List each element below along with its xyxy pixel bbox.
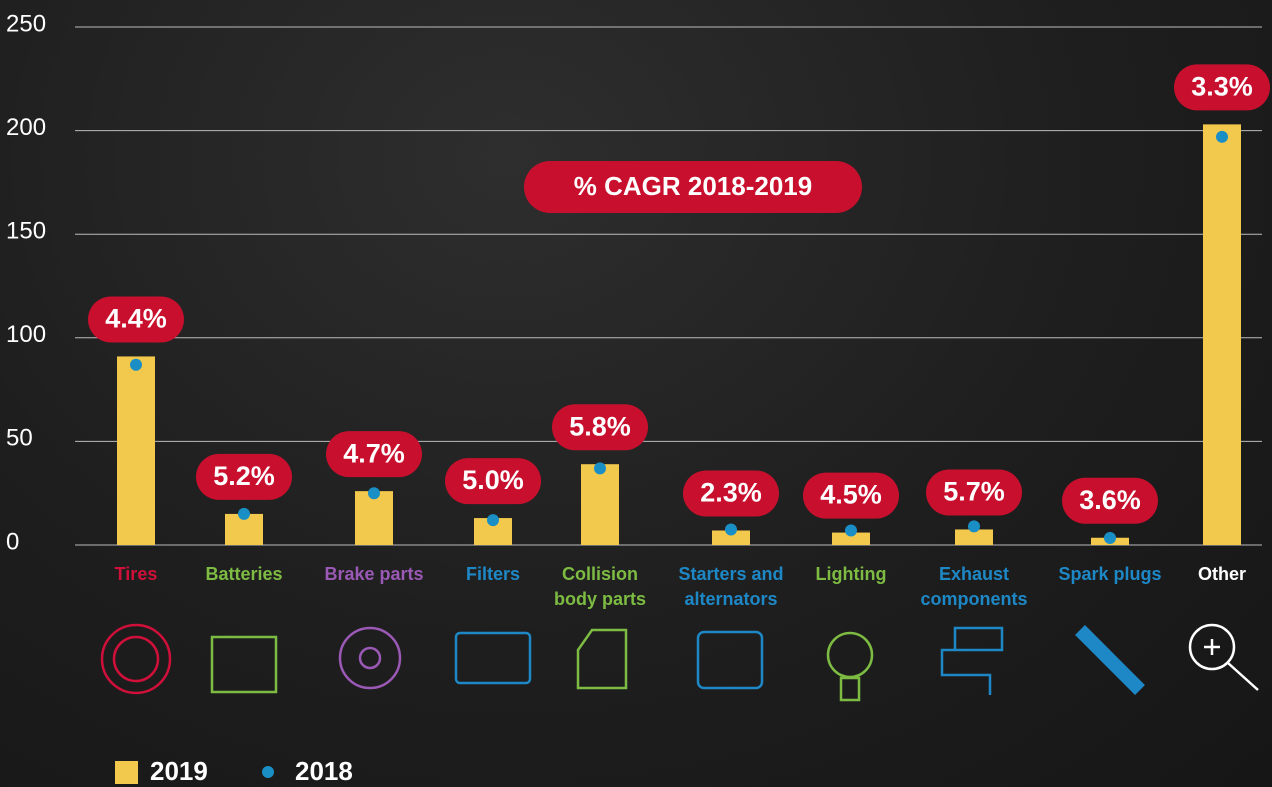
icon-other bbox=[1204, 639, 1258, 690]
cagr-label: 4.5% bbox=[820, 480, 882, 510]
y-tick-label: 0 bbox=[6, 528, 19, 555]
cagr-label: 5.2% bbox=[213, 461, 275, 491]
x-tick-label: Batteries bbox=[174, 562, 314, 587]
dot bbox=[725, 523, 737, 535]
cagr-label: 3.3% bbox=[1191, 72, 1253, 102]
dot bbox=[1216, 131, 1228, 143]
bar bbox=[355, 491, 393, 545]
icons bbox=[102, 625, 1258, 700]
legend-swatch bbox=[115, 761, 138, 784]
icon-brake bbox=[340, 628, 400, 688]
icon-spark bbox=[1080, 630, 1140, 690]
legend-label: 2018 bbox=[295, 756, 353, 786]
cagr-label: 5.8% bbox=[569, 411, 631, 441]
cagr-label: 2.3% bbox=[700, 478, 762, 508]
bar bbox=[1203, 124, 1241, 545]
dot bbox=[1104, 532, 1116, 544]
icon-bulb bbox=[841, 678, 859, 700]
legend-label: 2019 bbox=[150, 756, 208, 786]
bar bbox=[117, 356, 155, 545]
dot bbox=[487, 514, 499, 526]
y-tick-label: 250 bbox=[6, 10, 46, 37]
x-tick-label: Lighting bbox=[781, 562, 921, 587]
x-tick-label: Starters and alternators bbox=[661, 562, 801, 612]
x-tick-label: Other bbox=[1152, 562, 1272, 587]
bar bbox=[581, 464, 619, 545]
grid: 0 50 100 150 200 250 bbox=[6, 10, 1262, 555]
dot bbox=[368, 487, 380, 499]
cagr-label: 5.7% bbox=[943, 477, 1005, 507]
cagr-label: 4.4% bbox=[105, 304, 167, 334]
chart: 0 50 100 150 200 250 % CAGR 2018-2019 2019 20… bbox=[0, 0, 1272, 787]
cagr-label: 4.7% bbox=[343, 438, 405, 468]
x-tick-label: Collision body parts bbox=[543, 562, 658, 612]
icon-batteries bbox=[212, 637, 276, 692]
icon-brake bbox=[360, 648, 380, 668]
icon-filters bbox=[456, 633, 530, 683]
icon-door bbox=[578, 630, 626, 688]
page: 0 50 100 150 200 250 % CAGR 2018-2019 2019 20… bbox=[0, 0, 1272, 787]
cagr-label: 5.0% bbox=[462, 465, 524, 495]
icon-bulb bbox=[828, 633, 872, 677]
cagr-label: 3.6% bbox=[1079, 485, 1141, 515]
annotation: % CAGR 2018-2019 bbox=[524, 161, 862, 213]
annotation-text: % CAGR 2018-2019 bbox=[574, 171, 812, 201]
dot bbox=[594, 462, 606, 474]
y-tick-label: 100 bbox=[6, 321, 46, 348]
icon-starter bbox=[698, 632, 762, 688]
legend-swatch bbox=[262, 766, 274, 778]
dot bbox=[238, 508, 250, 520]
dot bbox=[845, 524, 857, 536]
icon-exhaust bbox=[942, 628, 1002, 695]
y-tick-label: 200 bbox=[6, 114, 46, 141]
dot bbox=[968, 520, 980, 532]
icon-tires bbox=[102, 625, 170, 693]
icon-tires bbox=[114, 637, 158, 681]
y-tick-label: 150 bbox=[6, 218, 46, 245]
x-tick-label: Exhaust components bbox=[904, 562, 1044, 612]
y-tick-label: 50 bbox=[6, 425, 33, 452]
dot bbox=[130, 359, 142, 371]
